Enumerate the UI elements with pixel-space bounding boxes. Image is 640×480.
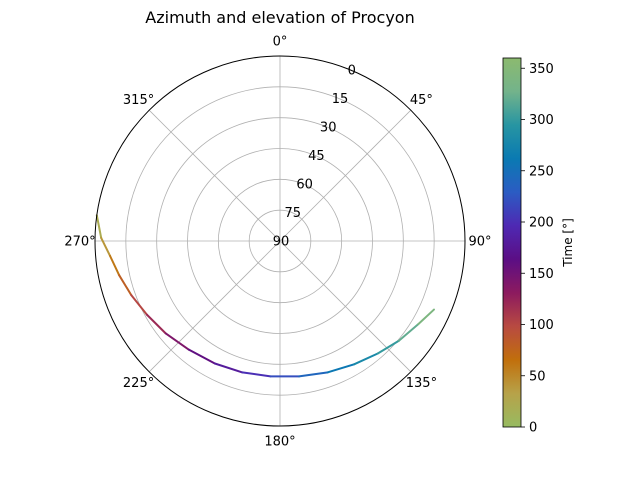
chart-title: Azimuth and elevation of Procyon	[145, 8, 414, 27]
radial-tick-label: 45	[308, 149, 325, 164]
colorbar-tick-label: 350	[529, 62, 554, 77]
series-segment	[326, 363, 356, 374]
colorbar-tick-label: 100	[529, 318, 554, 333]
colorbar-tick-label: 150	[529, 267, 554, 282]
series-segment	[353, 352, 379, 366]
series-segment	[95, 214, 103, 239]
series-segment	[145, 313, 167, 335]
angular-gridline	[148, 240, 281, 373]
colorbar-tick-label: 300	[529, 113, 554, 128]
radial-tick-label: 60	[296, 178, 313, 193]
polar-grid	[95, 56, 465, 426]
colorbar-tick-label: 0	[529, 421, 537, 436]
series-segment	[187, 348, 216, 365]
series-segment	[109, 254, 121, 277]
colorbar-label: Time [°]	[561, 218, 575, 268]
angle-tick-label: 90°	[468, 235, 491, 250]
series-segment	[397, 323, 420, 342]
angular-gridline	[148, 109, 281, 242]
series-segment	[118, 274, 133, 297]
polar-frame	[94, 55, 466, 427]
series-segment	[417, 308, 435, 326]
angle-tick-label: 45°	[410, 93, 433, 108]
tick-labels: 0° 45° 90° 135° 180° 225° 270° 315° 0 15 30 45 60 75 9…	[64, 35, 491, 450]
series-segment	[130, 294, 148, 316]
colorbar-gradient	[502, 57, 522, 428]
angular-gridline	[279, 240, 412, 373]
radial-tick-label: 0	[348, 64, 356, 79]
colorbar: 0 50 100 150 200 250 300 350 Time [°]	[502, 57, 575, 436]
series-segment	[164, 332, 190, 351]
series-layer	[95, 214, 435, 378]
angle-tick-label: 0°	[273, 35, 288, 50]
series-segment	[376, 339, 400, 355]
radial-tick-label: 75	[285, 206, 302, 221]
colorbar-tick-label: 50	[529, 369, 546, 384]
colorbar-tick-label: 200	[529, 216, 554, 231]
radial-tick-label: 30	[320, 121, 337, 136]
angle-tick-label: 270°	[64, 235, 95, 250]
angle-tick-label: 180°	[264, 435, 295, 450]
series-segment	[100, 236, 112, 257]
angle-tick-label: 315°	[123, 93, 154, 108]
series-segment	[213, 362, 244, 374]
series-segment	[241, 371, 272, 378]
angle-tick-label: 135°	[406, 376, 437, 391]
angular-gridline	[279, 109, 412, 242]
colorbar-tick-label: 250	[529, 164, 554, 179]
radial-tick-label: 90	[273, 235, 290, 250]
colorbar-ticks: 0 50 100 150 200 250 300 350	[521, 62, 554, 436]
radial-tick-label: 15	[332, 92, 349, 107]
angle-tick-label: 225°	[123, 376, 154, 391]
series-segment	[298, 371, 329, 378]
